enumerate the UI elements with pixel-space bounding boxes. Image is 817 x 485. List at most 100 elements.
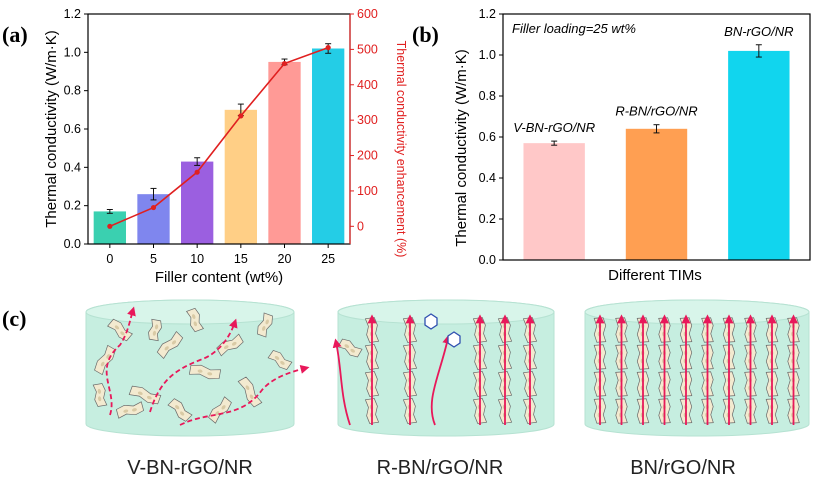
flake-1-14-spot2 [154,324,159,330]
flake-1-9 [115,401,145,419]
flake-1-6-spot1 [223,345,229,350]
schematic-c: V-BN-rGO/NR R-BN/rGO/NR BN/rGO/NR [85,299,810,479]
flake-1-5 [188,364,222,380]
flake-1-10-spot2 [180,411,185,416]
flake-1-14 [148,318,162,342]
flake-1-2 [128,385,162,405]
bar-label-b-2: BN-rGO/NR [724,24,793,39]
hexagon-icon-2 [447,331,461,348]
flake-1-1 [107,318,133,342]
chart-a-xlabel: Filler content (wt%) [155,269,283,286]
flake-1-7 [237,376,263,408]
y2tick-label-4: 400 [357,78,378,92]
panel-label-a: (a) [2,22,28,47]
chart-a-frame [87,13,351,245]
heat-path-1c [179,364,310,426]
heat-path-2-curve-b [430,334,452,426]
bar-label-b-0: V-BN-rGO/NR [513,120,595,135]
schematic-random [85,299,310,437]
ytick-label-b-5: 1.0 [479,48,496,62]
flake-1-3-spot2 [171,340,177,345]
caption-v-bn: V-BN-rGO/NR [127,457,253,479]
bar-label-b-1: R-BN/rGO/NR [615,104,697,119]
flake-1-0-spot1 [100,361,105,367]
flake-1-3-sheet [156,331,184,359]
flake-1-2-spot2 [146,395,152,400]
y2tick-label-0: 0 [357,219,364,233]
flake-2-loose-spot2 [350,348,355,353]
bar-a-4 [268,61,301,244]
chart-b: V-BN-rGO/NR R-BN/rGO/NR BN-rGO/NR 0.0 0.2 0.… [453,7,811,284]
flake-1-7-spot1 [245,385,250,390]
flake-1-3-spot1 [164,346,169,351]
xtick-label-a-4: 20 [278,252,292,266]
flake-1-10-sheet [167,398,193,422]
flake-1-11 [92,383,108,407]
flake-1-3 [156,331,184,359]
flake-1-8-sheet [257,312,273,338]
bar-b-0 [523,143,585,260]
flake-1-10 [167,398,193,422]
flake-1-13-sheet [267,349,293,371]
flake-1-7-sheet [237,376,263,408]
flake-1-2-spot1 [137,391,143,396]
bar-a-3 [224,109,257,244]
enhancement-point-2 [194,169,200,175]
flake-1-5-spot2 [207,372,213,376]
flake-1-4 [185,307,205,333]
flake-1-5-spot1 [197,369,203,373]
flake-1-6-spot2 [231,341,237,346]
chart-a-y2label: Thermal conductivity enhancement (%) [394,41,408,258]
enhancement-point-5 [325,45,331,51]
flake-1-6 [216,333,244,357]
ytick-label-a-0: 0.0 [64,237,81,251]
flake-1-8 [257,312,273,338]
ytick-label-a-2: 0.4 [64,160,81,174]
flake-1-13-spot2 [280,360,285,365]
y2tick-label-3: 300 [357,113,378,127]
flake-1-2-sheet [128,385,162,405]
flake-1-12 [208,396,232,424]
enhancement-point-1 [150,204,157,211]
enhancement-point-0 [107,223,113,229]
flake-1-9-spot1 [123,409,129,413]
chart-b-annotation: Filler loading=25 wt% [512,21,636,36]
ytick-label-a-5: 1.0 [64,45,81,59]
schematic-partially-aligned [332,299,555,437]
ytick-label-a-3: 0.6 [64,122,81,136]
enhancement-line [109,46,329,228]
ytick-label-b-4: 0.8 [479,89,496,103]
flake-1-8-spot1 [262,326,266,331]
flake-1-4-spot1 [192,314,196,319]
flake-1-13-spot1 [274,355,280,360]
ytick-label-a-4: 0.8 [64,84,81,98]
flake-1-6-sheet [216,333,244,357]
flake-1-12-sheet [208,396,232,424]
bar-a-1 [137,194,170,244]
y2tick-label-5: 500 [357,42,378,56]
enhancement-point-4 [281,60,288,67]
ytick-label-a-6: 1.2 [64,7,81,21]
flake-1-11-sheet [92,383,108,407]
schematic-fully-aligned [584,299,810,437]
flake-1-1-spot1 [114,325,120,330]
xtick-label-a-1: 5 [150,252,157,266]
panel-label-c: (c) [2,306,26,331]
flake-2-loose-spot1 [344,344,350,349]
ytick-label-b-6: 1.2 [479,7,496,21]
hexagon-icon-1 [424,313,438,330]
bar-a-2 [181,161,214,244]
xtick-label-a-3: 15 [234,252,248,266]
ytick-label-b-3: 0.6 [479,130,496,144]
ytick-label-b-0: 0.0 [479,253,496,267]
flake-1-7-spot2 [249,394,254,400]
bar-b-1 [625,128,688,260]
flake-1-14-sheet [148,318,162,342]
flake-1-11-spot2 [98,396,102,402]
flake-1-5-sheet [188,364,222,380]
flake-1-12-spot1 [215,411,220,416]
flake-1-4-spot2 [193,321,198,327]
heat-path-1a [105,306,136,416]
xtick-label-a-0: 0 [106,252,113,266]
flake-1-1-spot2 [120,331,125,336]
